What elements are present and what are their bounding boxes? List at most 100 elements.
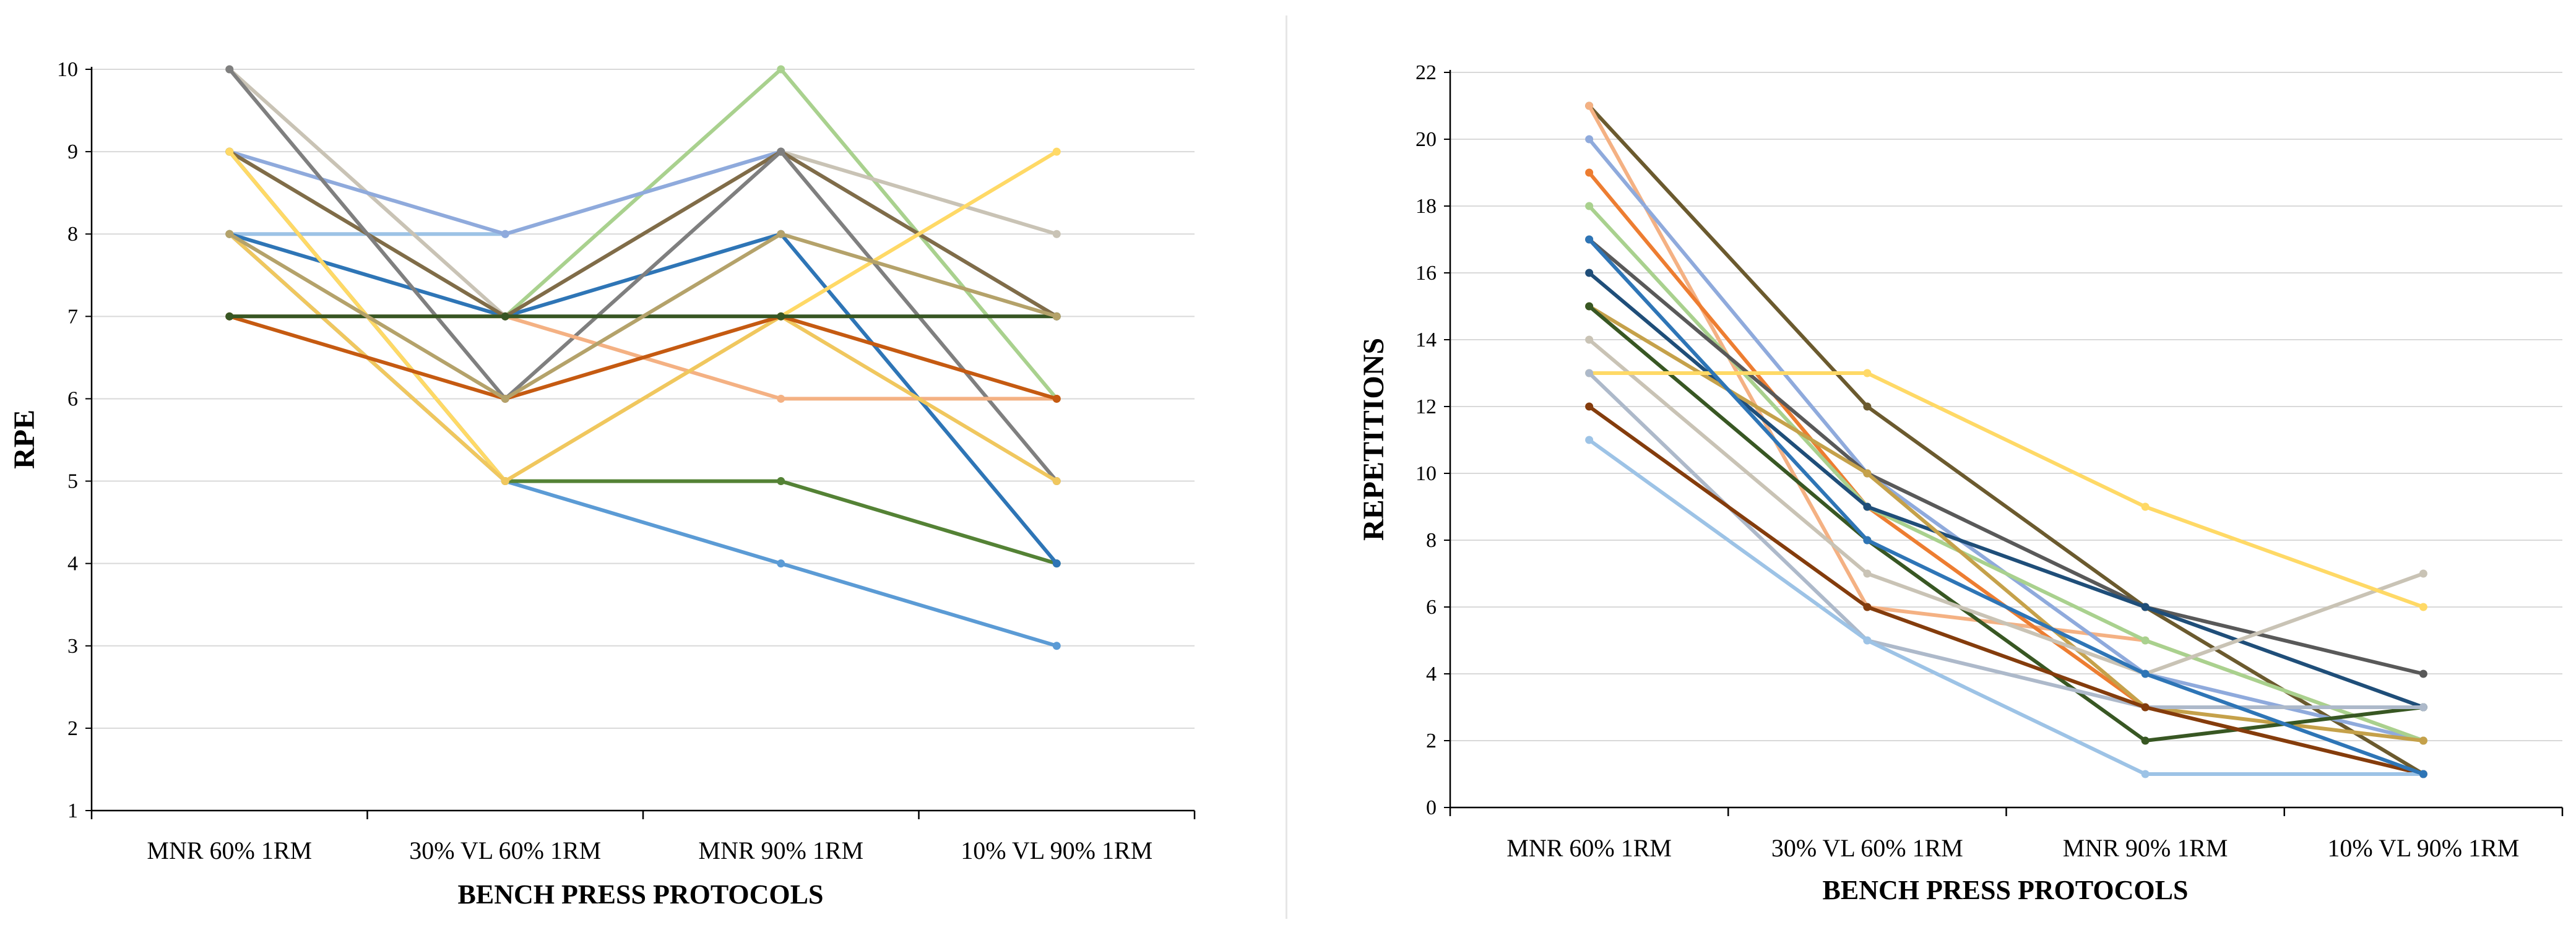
series-s2 <box>1585 101 2427 745</box>
y-tick-label: 20 <box>1416 128 1437 151</box>
series-s6 <box>1585 235 2427 678</box>
data-point <box>501 394 509 403</box>
data-point <box>2419 703 2427 712</box>
data-point <box>1585 302 1594 311</box>
y-tick-label: 2 <box>67 717 78 740</box>
data-point <box>1863 369 1872 377</box>
data-point <box>1052 559 1061 568</box>
data-point <box>2419 736 2427 745</box>
x-axis-title: BENCH PRESS PROTOCOLS <box>458 879 824 910</box>
y-tick-label: 3 <box>67 635 78 658</box>
data-point <box>2141 636 2150 645</box>
repetitions-chart: 0 2 4 6 8 10 12 14 16 18 20 22 MNR 60% 1RM 30% VL 60%… <box>1357 61 2564 905</box>
series-s14 <box>1585 436 2427 778</box>
series-group <box>1585 101 2427 778</box>
axes: 0 2 4 6 8 10 12 14 16 18 20 22 MNR 60% 1RM 30% VL 60%… <box>1416 61 2564 862</box>
rpe-chart: 1 2 3 4 5 6 7 8 9 10 MNR 60% 1RM 30% VL 60% 1RM MNR … <box>8 58 1196 910</box>
data-point <box>1052 230 1061 238</box>
x-tick-label: 30% VL 60% 1RM <box>1771 834 1963 862</box>
y-tick-label: 22 <box>1416 61 1437 84</box>
data-point <box>225 65 234 74</box>
data-point <box>1863 502 1872 511</box>
data-point <box>777 559 785 568</box>
data-point <box>777 477 785 486</box>
data-point <box>777 230 785 238</box>
x-tick-label: MNR 90% 1RM <box>698 837 863 864</box>
data-point <box>1585 369 1594 377</box>
y-tick-label: 14 <box>1416 329 1437 351</box>
series-line <box>1589 371 2424 609</box>
data-point <box>1863 469 1872 478</box>
data-point <box>1863 402 1872 411</box>
data-point <box>1052 394 1061 403</box>
x-tick-label: 30% VL 60% 1RM <box>409 837 601 864</box>
series-s2 <box>225 230 1061 650</box>
data-point <box>1585 101 1594 110</box>
series-line <box>1588 238 2424 676</box>
axes: 1 2 3 4 5 6 7 8 9 10 MNR 60% 1RM 30% VL 60% 1RM MNR … <box>57 58 1196 864</box>
data-point <box>1585 436 1594 444</box>
data-point <box>2141 670 2150 678</box>
series-group <box>225 65 1061 650</box>
x-tick-label: MNR 60% 1RM <box>147 837 312 864</box>
data-point <box>501 230 509 238</box>
x-tick-label: MNR 90% 1RM <box>2063 834 2228 862</box>
series-line <box>1588 238 2424 776</box>
data-point <box>777 312 785 321</box>
y-tick-label: 0 <box>1426 796 1437 819</box>
y-tick-label: 6 <box>67 387 78 410</box>
data-point <box>501 477 509 486</box>
y-tick-label: 16 <box>1416 262 1437 285</box>
y-tick-label: 7 <box>67 305 78 328</box>
data-point <box>1585 202 1594 210</box>
data-point <box>1585 402 1594 411</box>
series-line <box>228 232 1058 648</box>
data-point <box>1863 636 1872 645</box>
rpe-chart-panel: 1 2 3 4 5 6 7 8 9 10 MNR 60% 1RM 30% VL 60% 1RM MNR … <box>0 0 1281 927</box>
y-tick-label: 2 <box>1426 730 1437 752</box>
x-axis-title: BENCH PRESS PROTOCOLS <box>1823 875 2189 905</box>
y-tick-label: 1 <box>67 799 78 822</box>
series-s13 <box>225 312 1061 403</box>
data-point <box>225 312 234 321</box>
data-point <box>777 65 785 74</box>
data-point <box>2141 770 2150 778</box>
y-tick-label: 8 <box>1426 529 1437 552</box>
axis-labels: BENCH PRESS PROTOCOLS REPETITIONS <box>1357 338 2188 905</box>
data-point <box>225 230 234 238</box>
data-point <box>1052 642 1061 650</box>
y-tick-label: 10 <box>57 58 78 81</box>
data-point <box>1052 477 1061 486</box>
panel-divider <box>1286 15 1287 919</box>
y-tick-label: 4 <box>67 553 78 575</box>
y-axis-title: RPE <box>8 410 41 469</box>
series-line <box>228 68 1058 483</box>
data-point <box>2141 603 2150 611</box>
data-point <box>2419 670 2427 678</box>
data-point <box>225 147 234 156</box>
series-line <box>1588 405 2424 776</box>
axis-labels: BENCH PRESS PROTOCOLS RPE <box>8 410 823 910</box>
data-point <box>1585 335 1594 344</box>
series-line <box>228 314 1058 401</box>
y-tick-label: 9 <box>67 140 78 163</box>
data-point <box>2419 603 2427 611</box>
data-point <box>1585 269 1594 277</box>
series-line <box>228 232 1058 401</box>
data-point <box>1863 536 1872 545</box>
series-s15 <box>225 230 1061 403</box>
series-s8 <box>1585 302 2427 745</box>
data-point <box>1585 135 1594 144</box>
data-point <box>2419 770 2427 778</box>
y-tick-label: 5 <box>67 470 78 493</box>
x-tick-label: 10% VL 90% 1RM <box>2327 834 2519 862</box>
x-tick-label: 10% VL 90% 1RM <box>961 837 1152 864</box>
series-s15 <box>1585 235 2427 778</box>
series-s9 <box>1585 302 2427 745</box>
y-axis-title: REPETITIONS <box>1357 338 1390 541</box>
y-tick-label: 8 <box>67 223 78 246</box>
data-point <box>1052 147 1061 156</box>
data-point <box>2141 502 2150 511</box>
data-point <box>501 312 509 321</box>
